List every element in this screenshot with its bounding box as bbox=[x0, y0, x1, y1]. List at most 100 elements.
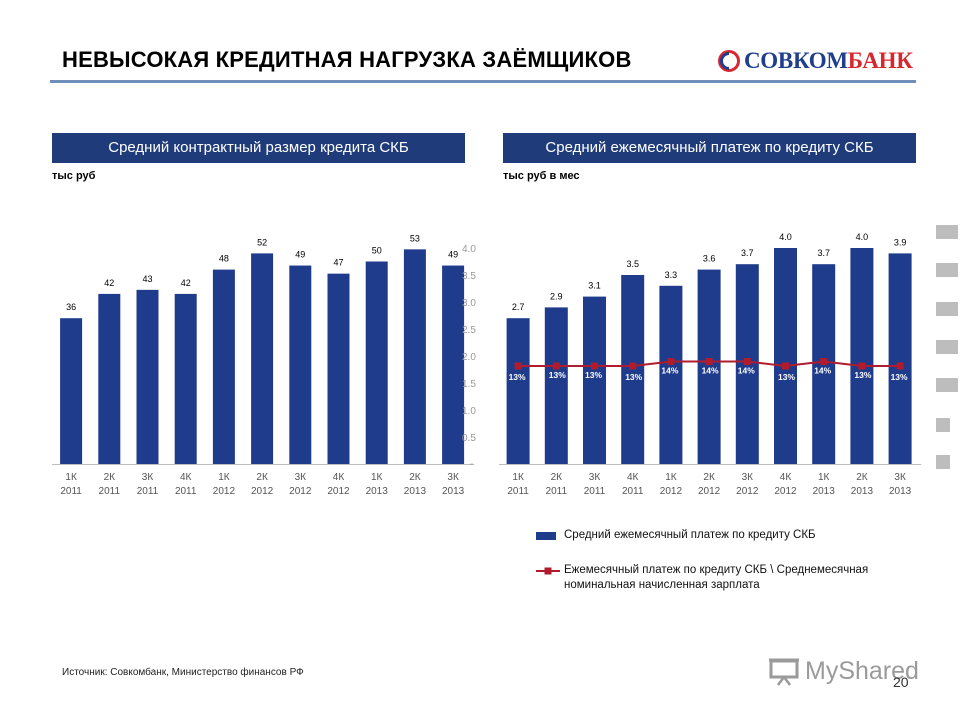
bar bbox=[327, 273, 350, 464]
x-tick-label: 2011 bbox=[175, 486, 197, 497]
side-marker bbox=[936, 455, 950, 469]
ratio-point bbox=[858, 362, 866, 370]
bar-value-label: 2.9 bbox=[550, 291, 563, 301]
x-tick-label: 2К bbox=[856, 472, 868, 483]
bar-value-label: 53 bbox=[410, 233, 420, 243]
logo-text-part2: БАНК bbox=[847, 48, 913, 73]
ratio-label: 14% bbox=[702, 366, 719, 376]
bar bbox=[659, 285, 683, 464]
bar bbox=[136, 289, 159, 464]
ratio-point bbox=[705, 358, 713, 365]
right-axis-tick: 3.5 bbox=[462, 271, 476, 282]
bar bbox=[850, 248, 874, 464]
x-tick-label: 2013 bbox=[404, 486, 427, 497]
x-tick-label: 1К bbox=[665, 472, 677, 483]
bar bbox=[621, 275, 645, 464]
bar bbox=[98, 293, 121, 464]
ratio-label: 13% bbox=[778, 372, 795, 382]
side-marker bbox=[936, 225, 958, 239]
x-tick-label: 2011 bbox=[99, 486, 121, 497]
bar-value-label: 36 bbox=[66, 302, 76, 312]
x-tick-label: 4К bbox=[780, 472, 792, 483]
right-axis-tick: 2.5 bbox=[462, 325, 476, 336]
ratio-label: 13% bbox=[625, 372, 642, 382]
x-tick-label: 4К bbox=[627, 472, 639, 483]
ratio-label: 13% bbox=[891, 372, 908, 382]
legend-item-line: Ежемесячный платеж по кредиту СКБ \ Сред… bbox=[536, 563, 868, 593]
bar-value-label: 42 bbox=[104, 278, 114, 288]
bar bbox=[583, 296, 606, 464]
bar bbox=[365, 261, 388, 464]
x-tick-label: 1К bbox=[371, 472, 383, 483]
page-number: 20 bbox=[893, 674, 909, 690]
source-note: Источник: Совкомбанк, Министерство финан… bbox=[62, 667, 304, 678]
right-axis-tick: 1.5 bbox=[462, 379, 476, 390]
side-marker bbox=[936, 263, 958, 277]
bar-value-label: 49 bbox=[295, 250, 305, 260]
bar bbox=[174, 293, 197, 464]
ratio-point bbox=[629, 362, 637, 370]
bar-value-label: 3.3 bbox=[665, 270, 678, 280]
x-tick-label: 4К bbox=[333, 472, 345, 483]
x-tick-label: 3К bbox=[295, 472, 307, 483]
bar bbox=[289, 265, 312, 464]
ratio-point bbox=[782, 362, 789, 370]
ratio-point bbox=[743, 358, 751, 365]
x-tick-label: 3К bbox=[589, 472, 601, 483]
bar bbox=[812, 264, 836, 464]
title-divider bbox=[50, 80, 916, 83]
legend-line-label-1: Ежемесячный платеж по кредиту СКБ \ Сред… bbox=[564, 564, 869, 576]
bar bbox=[774, 248, 797, 464]
left-unit-label: тыс руб bbox=[52, 170, 96, 182]
legend-line-label-2: номинальная начисленная зарплата bbox=[564, 579, 760, 591]
right-axis-tick: 2.0 bbox=[462, 352, 476, 363]
right-axis-tick: 3.0 bbox=[462, 298, 476, 309]
legend-bar-swatch bbox=[536, 532, 556, 540]
right-axis-tick: 1.0 bbox=[462, 406, 476, 417]
bar bbox=[442, 265, 465, 464]
x-tick-label: 2011 bbox=[622, 486, 644, 497]
x-tick-label: 1К bbox=[65, 472, 77, 483]
bar bbox=[506, 318, 530, 464]
x-tick-label: 2013 bbox=[889, 486, 912, 497]
bar-value-label: 49 bbox=[448, 250, 458, 260]
ratio-label: 13% bbox=[549, 370, 566, 380]
x-tick-label: 2011 bbox=[60, 486, 82, 497]
bar-value-label: 4.0 bbox=[856, 232, 869, 242]
x-tick-label: 3К bbox=[142, 472, 154, 483]
watermark-text: MyShared bbox=[805, 656, 919, 685]
x-tick-label: 2012 bbox=[327, 486, 350, 497]
bar-value-label: 3.7 bbox=[741, 248, 754, 258]
ratio-label: 13% bbox=[585, 370, 602, 380]
legend-bar-label: Средний ежемесячный платеж по кредиту СК… bbox=[564, 529, 816, 541]
ratio-line bbox=[518, 360, 901, 368]
ratio-point bbox=[591, 362, 598, 370]
x-tick-label: 2012 bbox=[698, 486, 721, 497]
bar-value-label: 3.9 bbox=[894, 237, 907, 247]
x-tick-label: 2012 bbox=[213, 486, 236, 497]
myshared-watermark: MyShared bbox=[768, 656, 919, 686]
side-marker bbox=[936, 302, 958, 316]
x-tick-label: 1К bbox=[818, 472, 830, 483]
x-tick-label: 2012 bbox=[660, 486, 683, 497]
x-tick-label: 2011 bbox=[507, 486, 529, 497]
legend-item-bar: Средний ежемесячный платеж по кредиту СК… bbox=[536, 528, 816, 543]
sovcombank-logo: СОВКОМБАНК bbox=[718, 48, 913, 74]
bar-value-label: 52 bbox=[257, 237, 267, 247]
sovcombank-logo-icon bbox=[718, 50, 740, 72]
x-tick-label: 2011 bbox=[137, 486, 159, 497]
legend-line-swatch bbox=[536, 567, 560, 575]
x-tick-label: 2013 bbox=[813, 486, 836, 497]
x-tick-label: 2012 bbox=[289, 486, 312, 497]
x-tick-label: 2К bbox=[703, 472, 715, 483]
x-tick-label: 2К bbox=[409, 472, 421, 483]
bar-value-label: 3.1 bbox=[588, 281, 601, 291]
x-tick-label: 1К bbox=[512, 472, 524, 483]
bar bbox=[697, 269, 721, 464]
x-tick-label: 2012 bbox=[774, 486, 797, 497]
presentation-board-icon bbox=[769, 658, 799, 686]
bar bbox=[544, 307, 568, 464]
logo-text-part1: СОВКОМ bbox=[744, 48, 848, 73]
